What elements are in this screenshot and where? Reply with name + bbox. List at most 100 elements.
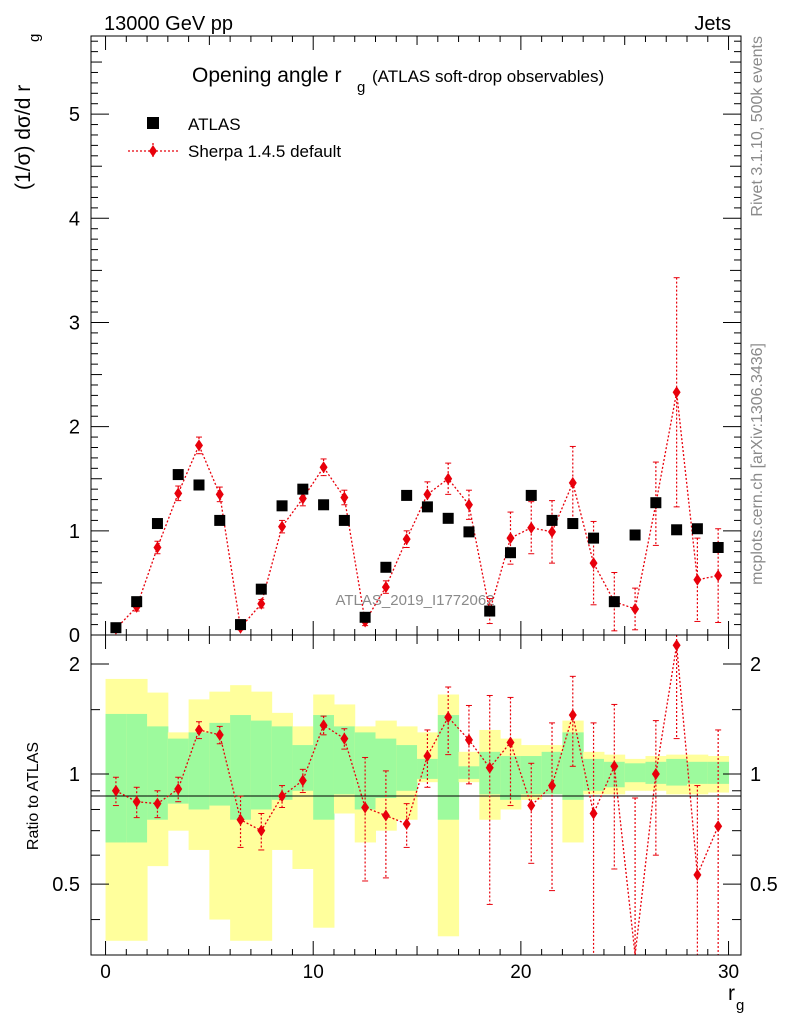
atlas-point bbox=[297, 483, 309, 495]
band-inner bbox=[167, 738, 190, 804]
legend-atlas-label: ATLAS bbox=[188, 115, 241, 134]
main-y-tick-label: 2 bbox=[69, 417, 80, 439]
main-y-tick-label: 4 bbox=[69, 208, 80, 230]
ratio-point bbox=[340, 732, 349, 745]
ratio-point bbox=[194, 723, 203, 736]
atlas-point bbox=[650, 497, 662, 509]
side-mcplots-info: mcplots.cern.ch [arXiv:1306.3436] bbox=[749, 343, 766, 585]
band-inner bbox=[292, 745, 314, 791]
ratio-axis-ticks bbox=[91, 635, 741, 955]
band-inner bbox=[375, 738, 397, 798]
ratio-point bbox=[506, 736, 515, 749]
ratio-point bbox=[215, 728, 224, 741]
header-category: Jets bbox=[694, 13, 731, 35]
atlas-point bbox=[172, 469, 184, 481]
x-axis-label-subscript: g bbox=[736, 997, 744, 1014]
band-inner bbox=[313, 715, 335, 820]
sherpa-point bbox=[464, 498, 473, 511]
ratio-point bbox=[464, 733, 473, 746]
ratio-point bbox=[298, 774, 307, 787]
ratio-point bbox=[548, 779, 557, 792]
band-inner bbox=[333, 726, 356, 795]
sherpa-point bbox=[589, 557, 598, 570]
ratio-data-markers bbox=[111, 634, 723, 956]
band-inner bbox=[666, 758, 688, 786]
ratio-sherpa-line bbox=[115, 645, 719, 956]
ratio-plot-frame bbox=[90, 634, 742, 956]
atlas-point bbox=[588, 532, 600, 544]
sherpa-point bbox=[714, 569, 723, 582]
ratio-point bbox=[672, 639, 681, 652]
ratio-y-axis-label: Ratio to ATLAS bbox=[25, 742, 42, 850]
ratio-y-tick-label-right: 2 bbox=[750, 654, 761, 676]
band-inner bbox=[603, 761, 626, 788]
atlas-point bbox=[235, 619, 247, 631]
watermark: ATLAS_2019_I1772062 bbox=[335, 592, 494, 609]
header-process: 13000 GeV pp bbox=[104, 13, 233, 35]
ratio-point bbox=[174, 783, 183, 796]
atlas-point bbox=[151, 518, 163, 530]
atlas-point bbox=[193, 479, 205, 491]
ratio-y-tick-label: 0.5 bbox=[52, 874, 80, 896]
sherpa-point bbox=[548, 525, 557, 538]
band-inner bbox=[437, 715, 460, 820]
ratio-y-tick-label: 2 bbox=[69, 654, 80, 676]
main-y-axis-label: (1/σ) dσ/d r g bbox=[12, 34, 43, 190]
ratio-point bbox=[444, 711, 453, 724]
ratio-point bbox=[485, 761, 494, 774]
ratio-y-tick-labels: 0.5 0.5 1 1 2 2 bbox=[52, 654, 778, 896]
side-rivet-info: Rivet 3.1.10, 500k events bbox=[749, 36, 766, 217]
atlas-point bbox=[131, 596, 143, 608]
band-inner bbox=[396, 745, 418, 791]
ratio-y-tick-label-right: 0.5 bbox=[750, 874, 778, 896]
ratio-panel: 0.5 0.5 1 1 2 2 Ratio to ATLAS 0 10 20 30 r g bbox=[25, 634, 778, 1014]
sherpa-point bbox=[298, 492, 307, 505]
ratio-point bbox=[361, 801, 370, 814]
main-title-subscript: g bbox=[357, 79, 365, 96]
ratio-point bbox=[527, 799, 536, 812]
band-inner bbox=[458, 766, 480, 779]
main-panel: Opening angle r g (ATLAS soft-drop obser… bbox=[12, 34, 742, 647]
main-title-paren: (ATLAS soft-drop observables) bbox=[372, 67, 604, 86]
sherpa-point bbox=[174, 487, 183, 500]
main-y-tick-label: 1 bbox=[69, 521, 80, 543]
x-tick-label: 0 bbox=[100, 962, 111, 983]
atlas-point bbox=[463, 526, 475, 538]
ratio-point bbox=[423, 750, 432, 763]
ratio-point bbox=[651, 768, 660, 781]
sherpa-point bbox=[527, 521, 536, 534]
atlas-point bbox=[442, 512, 454, 524]
atlas-point bbox=[255, 583, 267, 595]
atlas-point bbox=[421, 501, 433, 513]
x-tick-labels: 0 10 20 30 bbox=[100, 962, 739, 983]
x-tick-label: 10 bbox=[303, 962, 324, 983]
atlas-point bbox=[214, 514, 226, 526]
sherpa-point bbox=[631, 602, 640, 615]
ratio-point bbox=[111, 784, 120, 797]
atlas-point bbox=[276, 500, 288, 512]
main-title-text: Opening angle r bbox=[192, 64, 341, 87]
ratio-point bbox=[236, 813, 245, 826]
sherpa-point bbox=[444, 472, 453, 485]
main-y-tick-labels: 0 1 2 3 4 5 bbox=[69, 104, 80, 647]
ratio-y-tick-label-right: 1 bbox=[750, 764, 761, 786]
band-inner bbox=[541, 751, 563, 795]
ratio-point bbox=[714, 820, 723, 833]
sherpa-point bbox=[340, 491, 349, 504]
sherpa-point bbox=[506, 532, 515, 545]
ratio-point bbox=[278, 790, 287, 803]
x-tick-label: 20 bbox=[510, 962, 531, 983]
main-axis-ticks bbox=[91, 36, 741, 636]
band-inner bbox=[624, 763, 646, 783]
band-inner bbox=[230, 715, 252, 820]
main-y-axis-label-text: (1/σ) dσ/d r bbox=[12, 85, 35, 190]
band-inner bbox=[583, 758, 605, 791]
atlas-point bbox=[671, 524, 683, 536]
band-inner bbox=[687, 761, 709, 784]
atlas-point bbox=[380, 561, 392, 573]
atlas-point bbox=[691, 523, 703, 535]
legend-atlas-marker bbox=[147, 117, 159, 129]
band-inner bbox=[250, 720, 273, 810]
sherpa-point bbox=[568, 476, 577, 489]
band-inner bbox=[188, 732, 210, 810]
